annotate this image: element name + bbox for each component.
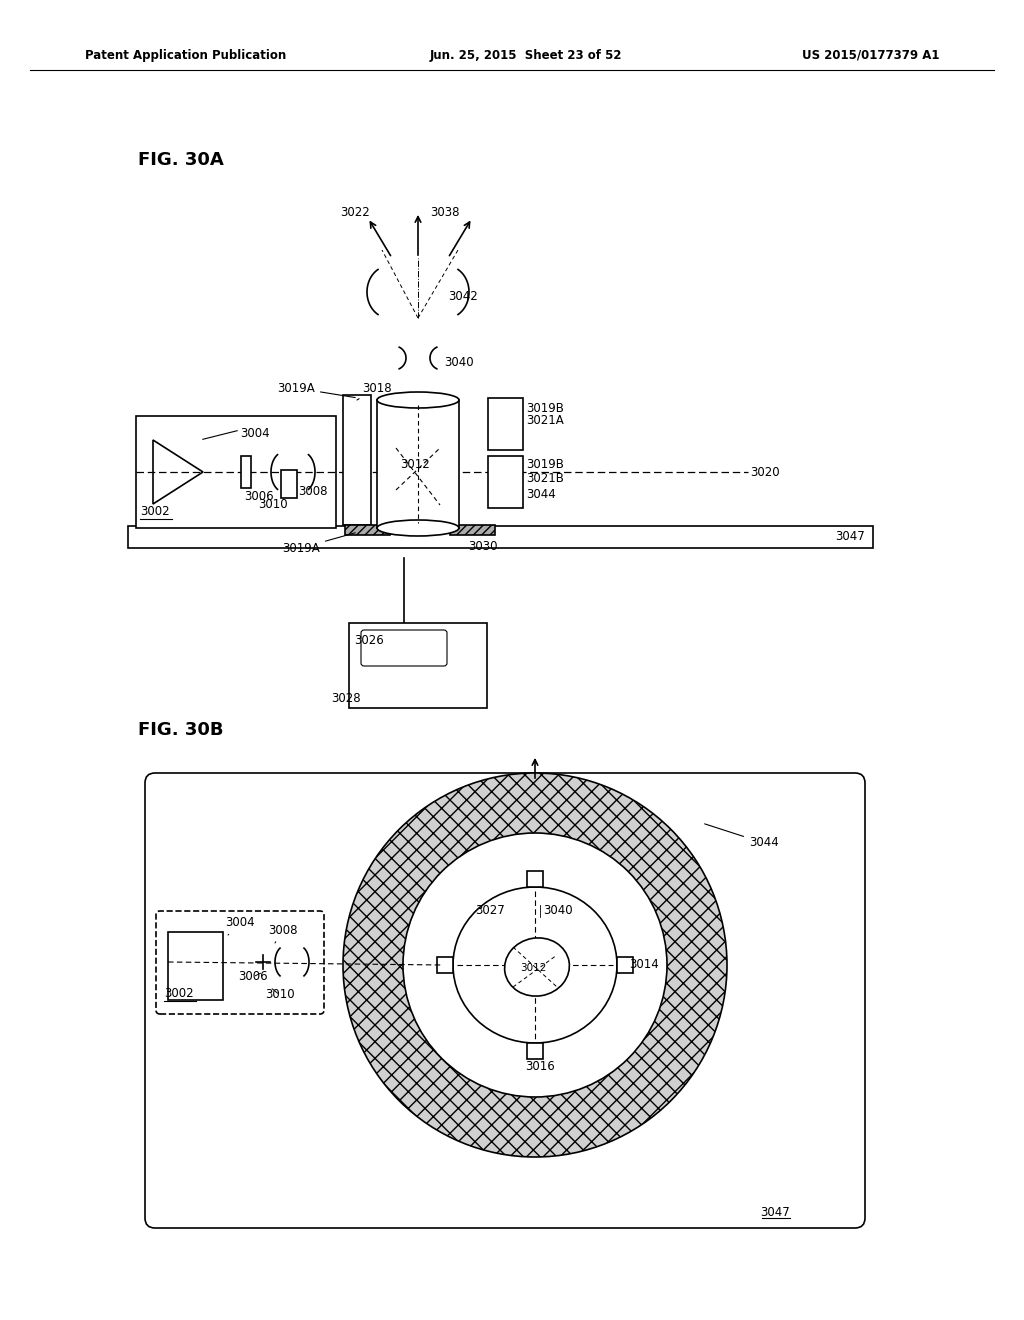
Bar <box>437 957 453 973</box>
Text: 3027: 3027 <box>475 903 505 916</box>
Text: 3002: 3002 <box>140 506 170 517</box>
Text: 3008: 3008 <box>268 924 298 942</box>
Text: 3020: 3020 <box>750 466 779 479</box>
Text: 3010: 3010 <box>258 499 288 511</box>
Bar <box>450 525 495 535</box>
Text: 3021B: 3021B <box>526 471 564 484</box>
Text: 3018: 3018 <box>357 381 391 400</box>
Text: Patent Application Publication: Patent Application Publication <box>85 49 287 62</box>
Bar <box>168 932 223 1001</box>
Ellipse shape <box>377 520 459 536</box>
Text: 3047: 3047 <box>836 531 865 544</box>
Ellipse shape <box>453 887 617 1043</box>
Bar <box>617 957 633 973</box>
Text: 3004: 3004 <box>240 426 269 440</box>
Text: 3026: 3026 <box>354 634 384 647</box>
Bar <box>488 399 523 450</box>
Text: 3016: 3016 <box>525 1060 555 1073</box>
Text: 3028: 3028 <box>331 692 360 705</box>
Text: 3038: 3038 <box>430 206 460 219</box>
Text: 3014: 3014 <box>629 958 658 972</box>
Circle shape <box>343 774 727 1158</box>
Text: 3021A: 3021A <box>526 413 564 426</box>
Text: 3006: 3006 <box>244 490 273 503</box>
Text: 3019A: 3019A <box>283 533 355 554</box>
Text: Jun. 25, 2015  Sheet 23 of 52: Jun. 25, 2015 Sheet 23 of 52 <box>430 49 623 62</box>
Bar <box>345 525 390 535</box>
FancyBboxPatch shape <box>156 911 324 1014</box>
Text: 3004: 3004 <box>225 916 255 935</box>
Text: 3044: 3044 <box>705 824 778 850</box>
Ellipse shape <box>377 392 459 408</box>
Text: 3019B: 3019B <box>526 401 564 414</box>
Text: FIG. 30A: FIG. 30A <box>138 150 224 169</box>
Text: 3030: 3030 <box>468 540 498 553</box>
Text: FIG. 30B: FIG. 30B <box>138 721 223 739</box>
Bar <box>136 416 336 528</box>
Text: 3002: 3002 <box>164 987 194 1001</box>
Bar <box>281 470 297 498</box>
Text: 3047: 3047 <box>760 1205 790 1218</box>
Text: 3010: 3010 <box>265 989 295 1002</box>
FancyBboxPatch shape <box>145 774 865 1228</box>
Text: 3019B: 3019B <box>526 458 564 471</box>
Text: 3006: 3006 <box>238 970 267 983</box>
Bar <box>343 395 371 525</box>
Bar <box>527 1043 543 1059</box>
Circle shape <box>403 833 667 1097</box>
Text: 3040: 3040 <box>444 356 474 370</box>
Ellipse shape <box>505 939 569 997</box>
Bar <box>241 455 251 488</box>
Text: 3012: 3012 <box>400 458 430 470</box>
Bar <box>527 871 543 887</box>
Text: 3019A: 3019A <box>278 381 355 397</box>
Text: 3040: 3040 <box>543 903 572 916</box>
Text: 3042: 3042 <box>449 290 478 304</box>
Text: 3022: 3022 <box>340 206 370 219</box>
Text: US 2015/0177379 A1: US 2015/0177379 A1 <box>803 49 940 62</box>
Text: 3012: 3012 <box>520 964 546 973</box>
Bar <box>349 623 487 708</box>
Bar <box>377 400 459 528</box>
Bar <box>128 525 873 548</box>
Bar <box>488 455 523 508</box>
Text: 3008: 3008 <box>298 484 328 498</box>
FancyBboxPatch shape <box>361 630 447 667</box>
Text: 3044: 3044 <box>526 487 556 500</box>
